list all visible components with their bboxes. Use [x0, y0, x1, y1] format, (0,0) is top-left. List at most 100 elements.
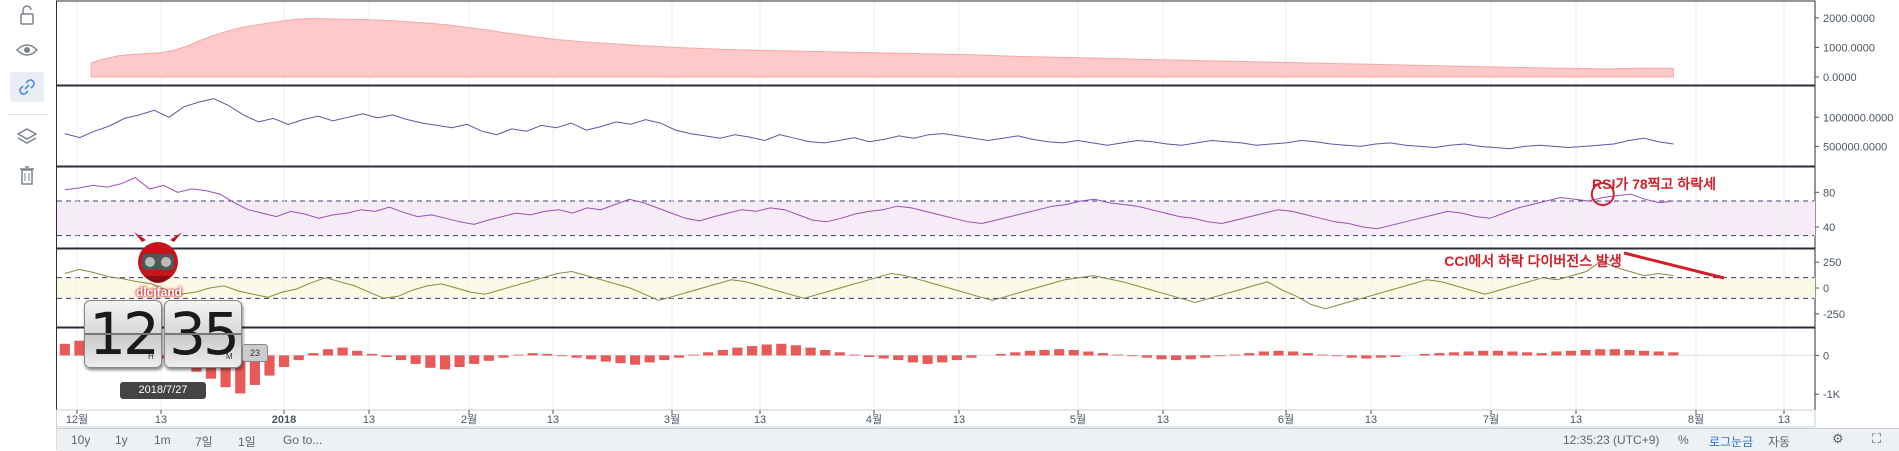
- range-1y-button[interactable]: 1y: [115, 433, 128, 447]
- log-scale-toggle[interactable]: 로그눈금: [1709, 435, 1754, 449]
- macd-bar: [1024, 350, 1035, 356]
- macd-bar: [1668, 352, 1679, 356]
- range-1m-button[interactable]: 1m: [154, 433, 171, 447]
- macd-bar: [790, 345, 801, 356]
- y-tick-label-rsi: 80: [1823, 187, 1835, 199]
- x-axis-label: 13: [547, 414, 559, 426]
- macd-bar: [995, 353, 1006, 356]
- macd-bar: [1609, 349, 1620, 356]
- macd-bar: [1346, 355, 1357, 358]
- macd-bar: [1375, 355, 1386, 358]
- y-tick-label-cci: 0: [1823, 283, 1829, 295]
- macd-bar: [396, 355, 407, 361]
- macd-bar: [1083, 351, 1094, 356]
- y-tick-label-macd: -1K: [1823, 389, 1841, 401]
- macd-bar: [1185, 355, 1196, 360]
- macd-bar: [1434, 353, 1445, 356]
- macd-bar: [907, 355, 918, 363]
- macd-bar: [1331, 355, 1343, 357]
- macd-bar: [1478, 350, 1489, 356]
- chart-area[interactable]: 2000.0000 1000.0000 0.0000 1000000.0000 5000…: [56, 0, 1899, 428]
- macd-bar: [1054, 349, 1065, 356]
- macd-bar: [1624, 350, 1635, 356]
- rsi-annotation: RSI가 78찍고 하락세: [1592, 176, 1716, 192]
- macd-bar: [279, 355, 290, 367]
- y-tick-label-rsi: 40: [1823, 222, 1835, 234]
- macd-bar: [410, 355, 421, 364]
- macd-bar: [454, 355, 465, 367]
- rsi-line: [64, 177, 1674, 230]
- macd-bar: [1010, 352, 1021, 356]
- macd-bar: [966, 355, 977, 358]
- macd-bar: [1171, 355, 1182, 361]
- cci-line: [64, 260, 1674, 310]
- macd-bar: [1229, 354, 1240, 356]
- toolbar-divider: [8, 114, 48, 115]
- auto-scale-toggle[interactable]: 자동: [1768, 435, 1791, 449]
- macd-bar: [761, 344, 772, 356]
- lock-icon[interactable]: [10, 0, 44, 30]
- macd-bar: [586, 355, 597, 360]
- clock-minute: 35: [164, 300, 242, 368]
- macd-bar: [703, 352, 714, 356]
- macd-bar: [1536, 353, 1547, 356]
- macd-bar: [747, 346, 758, 356]
- watermark-username: dlcjfand: [135, 285, 182, 299]
- y-tick-label-price: 1000.0000: [1823, 42, 1875, 54]
- macd-bar: [366, 353, 377, 356]
- link-icon[interactable]: [10, 72, 44, 102]
- range-1d-button[interactable]: 1일: [238, 435, 256, 449]
- cci-divergence-line: [1623, 251, 1725, 280]
- devil-avatar-icon: [134, 232, 182, 283]
- eye-icon[interactable]: [10, 35, 44, 65]
- macd-bar: [322, 349, 334, 356]
- macd-bar: [1112, 354, 1123, 356]
- macd-bar: [439, 355, 451, 370]
- panel-frame-4: [56, 327, 1816, 411]
- macd-bar: [659, 355, 670, 361]
- range-10y-button[interactable]: 10y: [71, 433, 91, 447]
- layers-icon[interactable]: [10, 122, 44, 152]
- macd-bar: [527, 353, 538, 356]
- macd-bar: [732, 347, 743, 356]
- clock-m-mark: M: [226, 352, 233, 361]
- macd-bar: [249, 355, 260, 385]
- y-tick-label-price: 2000.0000: [1823, 13, 1875, 25]
- macd-bar: [1200, 355, 1211, 358]
- macd-bar: [337, 347, 348, 356]
- macd-bar: [878, 355, 889, 359]
- macd-bar: [308, 353, 319, 356]
- macd-bar: [293, 355, 304, 361]
- fullscreen-icon[interactable]: ⛶: [1872, 431, 1882, 446]
- current-time: 12:35:23 (UTC+9): [1563, 433, 1660, 447]
- macd-bar: [673, 355, 685, 358]
- macd-bar: [571, 355, 582, 358]
- macd-bar: [937, 355, 948, 363]
- macd-bar: [1244, 353, 1255, 356]
- macd-bar: [1448, 352, 1460, 356]
- macd-bar: [1551, 351, 1562, 356]
- macd-bar: [483, 355, 494, 361]
- macd-bar: [951, 355, 962, 361]
- price-area: [90, 17, 1674, 78]
- macd-bar: [615, 355, 626, 364]
- x-axis-label: 5월: [1070, 413, 1086, 426]
- macd-bar: [1463, 351, 1474, 356]
- time-axis-frame: [56, 409, 1816, 428]
- macd-bar: [1580, 350, 1591, 356]
- range-7d-button[interactable]: 7일: [195, 435, 213, 449]
- gear-icon[interactable]: ⚙: [1832, 431, 1844, 446]
- macd-bar: [1097, 353, 1109, 356]
- macd-bar: [1127, 355, 1138, 357]
- macd-bar: [834, 352, 845, 356]
- clock-date: 2018/7/27: [120, 382, 206, 399]
- goto-button[interactable]: Go to...: [283, 433, 323, 447]
- macd-bar: [1419, 353, 1430, 356]
- macd-bar: [600, 355, 611, 362]
- macd-bar: [1361, 355, 1372, 359]
- percent-toggle[interactable]: %: [1678, 433, 1689, 447]
- macd-bar: [893, 355, 904, 361]
- macd-bar: [1595, 349, 1606, 356]
- macd-bar: [59, 343, 70, 356]
- trash-icon[interactable]: [10, 160, 44, 190]
